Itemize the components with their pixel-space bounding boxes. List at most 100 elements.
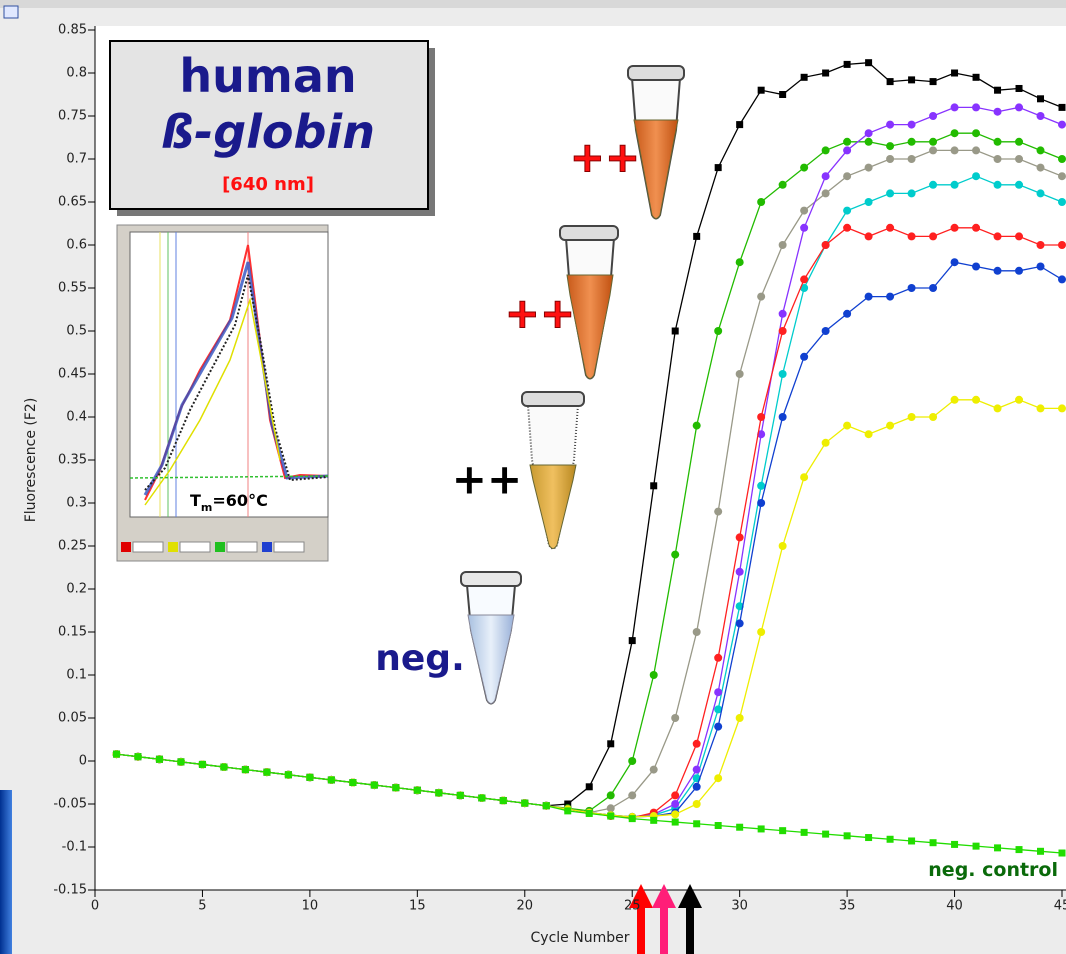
point <box>1058 155 1066 163</box>
point <box>671 791 680 800</box>
point <box>692 765 701 774</box>
y-tick-label: 0 <box>79 754 87 769</box>
point <box>993 137 1002 146</box>
x-tick-label: 20 <box>517 899 534 914</box>
point <box>972 842 980 850</box>
point <box>692 800 701 808</box>
plus-label: ++ <box>505 289 575 338</box>
point <box>650 816 658 824</box>
point <box>112 750 120 758</box>
point <box>1037 95 1045 103</box>
point <box>800 473 809 482</box>
plus-label: ++ <box>452 455 522 504</box>
subtitle: ß-globin <box>161 105 375 159</box>
point <box>1058 172 1066 181</box>
y-tick-label: 0.5 <box>66 324 87 339</box>
y-axis-title: Fluorescence (F2) <box>23 398 39 523</box>
point <box>714 164 722 172</box>
point <box>585 783 593 791</box>
point <box>757 86 765 94</box>
point <box>886 835 894 843</box>
point <box>972 223 981 232</box>
point <box>693 820 701 828</box>
point <box>671 800 680 808</box>
point <box>757 628 766 636</box>
point <box>907 155 916 163</box>
point <box>714 705 723 714</box>
point <box>886 421 895 430</box>
point <box>671 327 679 335</box>
point <box>864 292 873 301</box>
tube-1 <box>627 65 685 220</box>
point <box>929 137 938 146</box>
point <box>907 232 916 241</box>
point <box>1058 849 1066 857</box>
point <box>628 815 636 823</box>
point <box>993 232 1002 241</box>
tube-3 <box>521 391 585 550</box>
point <box>843 146 852 155</box>
point <box>951 69 959 77</box>
point <box>929 78 937 86</box>
point <box>757 198 766 206</box>
point <box>864 198 873 206</box>
point <box>778 241 787 249</box>
point <box>843 60 851 68</box>
point <box>950 395 959 404</box>
point <box>929 839 937 847</box>
point <box>735 370 744 378</box>
y-tick-label: 0.65 <box>58 195 87 210</box>
y-tick-label: 0.2 <box>66 582 87 597</box>
point <box>972 73 980 81</box>
point <box>1015 84 1023 92</box>
point <box>864 163 873 172</box>
point <box>607 740 615 748</box>
point <box>950 223 959 232</box>
side-strip <box>0 790 12 954</box>
point <box>822 69 830 77</box>
y-tick-label: 0.15 <box>58 625 87 640</box>
x-tick-label: 35 <box>839 899 856 914</box>
point <box>800 828 808 836</box>
point <box>821 146 830 155</box>
point <box>864 232 873 241</box>
point <box>1036 146 1045 155</box>
y-tick-label: 0.75 <box>58 109 87 124</box>
y-tick-label: 0.8 <box>66 66 87 81</box>
point <box>693 232 701 240</box>
point <box>735 602 744 611</box>
y-tick-label: -0.15 <box>53 883 87 898</box>
point <box>542 802 550 810</box>
point <box>800 275 809 284</box>
x-axis-title: Cycle Number <box>531 930 630 946</box>
point <box>950 146 959 155</box>
point <box>929 112 938 120</box>
point <box>306 773 314 781</box>
point <box>628 791 637 800</box>
point <box>1058 241 1066 249</box>
y-tick-label: 0.05 <box>58 711 87 726</box>
point <box>521 799 529 807</box>
point <box>757 481 766 490</box>
x-tick-label: 10 <box>302 899 319 914</box>
point <box>607 812 615 820</box>
point <box>778 370 787 378</box>
tm-label: Tm=60°C <box>190 491 268 514</box>
point <box>736 121 744 129</box>
y-tick-label: 0.35 <box>58 453 87 468</box>
point <box>864 137 873 146</box>
point <box>929 146 938 155</box>
inset-chart <box>116 224 329 562</box>
x-tick-label: 40 <box>946 899 963 914</box>
point <box>864 129 873 138</box>
point <box>456 791 464 799</box>
tube-2 <box>559 225 619 380</box>
x-tick-label: 25 <box>624 899 641 914</box>
point <box>628 757 637 765</box>
point <box>134 753 142 761</box>
point <box>993 404 1002 413</box>
y-tick-label: 0.4 <box>66 410 87 425</box>
point <box>821 241 830 249</box>
